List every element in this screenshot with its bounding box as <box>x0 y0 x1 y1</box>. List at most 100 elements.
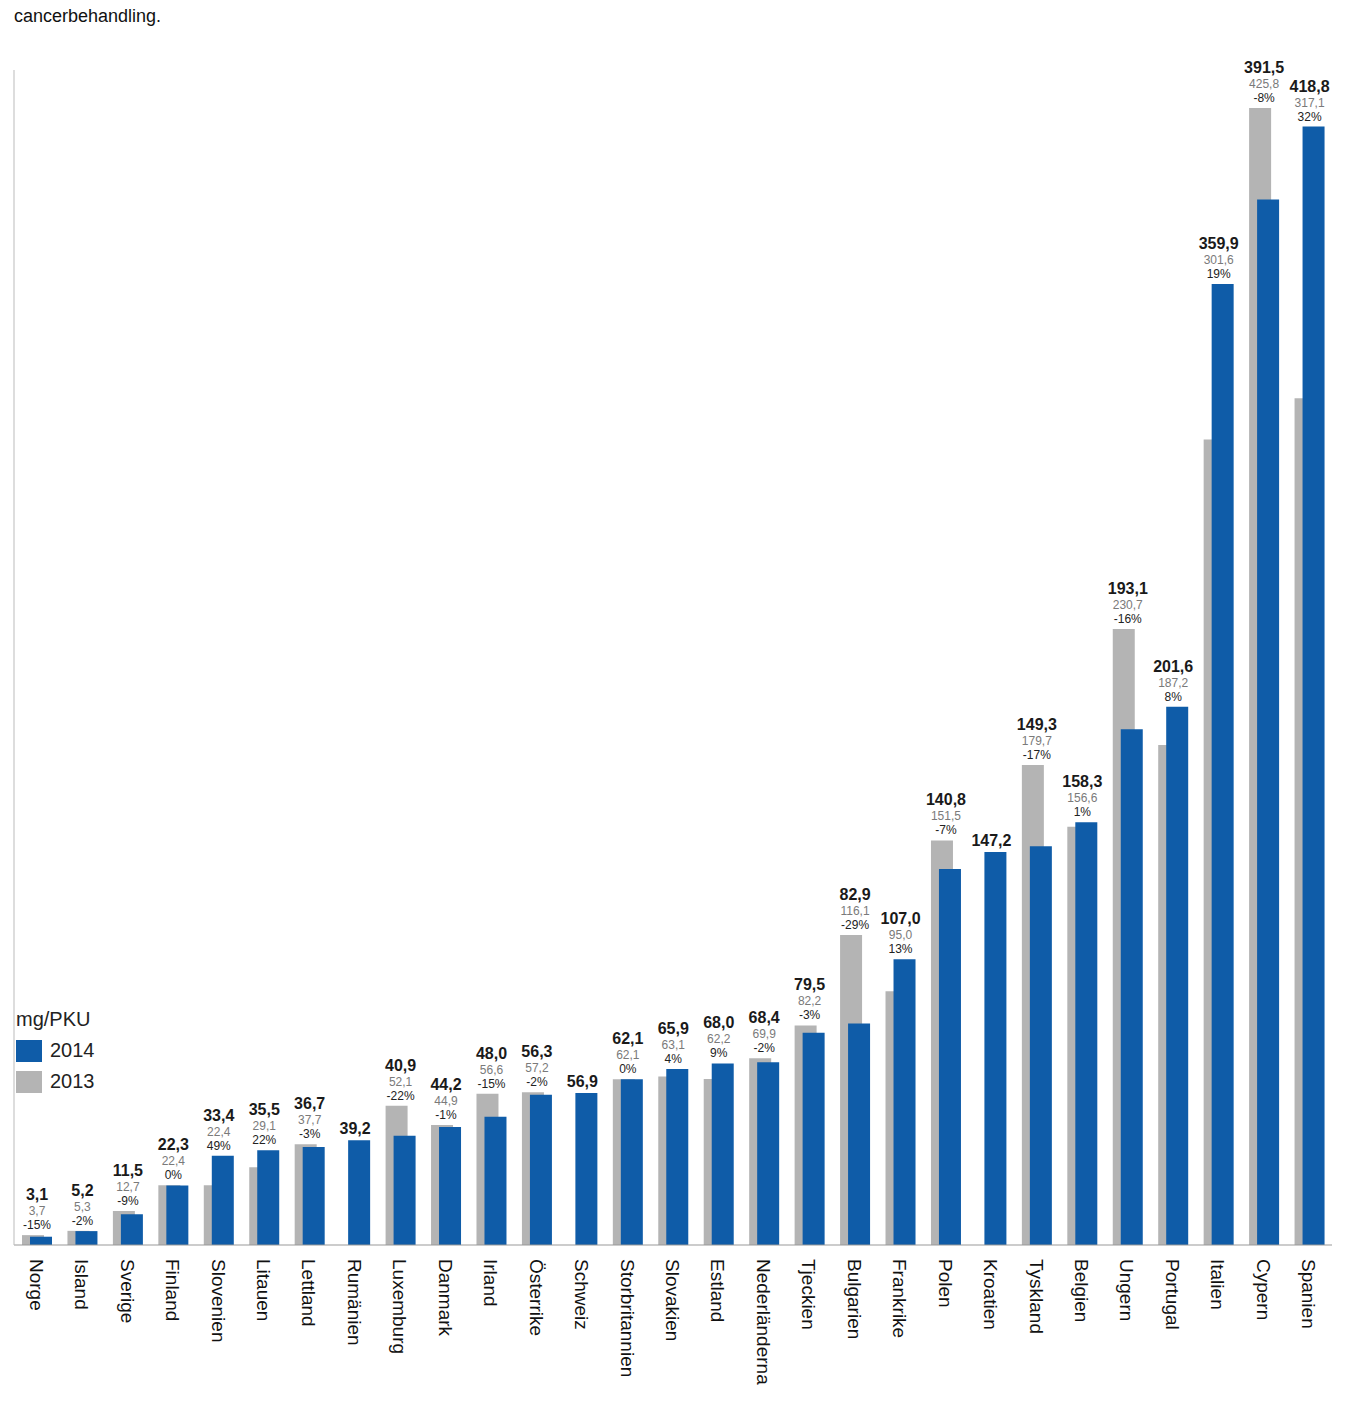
svg-text:Belgien: Belgien <box>1071 1259 1092 1322</box>
svg-text:Italien: Italien <box>1207 1259 1228 1310</box>
svg-text:317,1: 317,1 <box>1295 96 1325 110</box>
svg-text:35,5: 35,5 <box>249 1101 280 1118</box>
svg-text:Tyskland: Tyskland <box>1026 1259 1047 1334</box>
svg-text:Sverige: Sverige <box>117 1259 138 1323</box>
svg-text:5,3: 5,3 <box>74 1200 91 1214</box>
svg-text:-2%: -2% <box>526 1075 548 1089</box>
svg-text:52,1: 52,1 <box>389 1075 413 1089</box>
svg-text:63,1: 63,1 <box>662 1038 686 1052</box>
svg-text:151,5: 151,5 <box>931 809 961 823</box>
svg-text:Slovenien: Slovenien <box>208 1259 229 1342</box>
svg-text:4%: 4% <box>665 1052 683 1066</box>
svg-text:56,9: 56,9 <box>567 1073 598 1090</box>
svg-text:Schweiz: Schweiz <box>571 1259 592 1330</box>
svg-text:48,0: 48,0 <box>476 1045 507 1062</box>
svg-text:158,3: 158,3 <box>1062 773 1102 790</box>
svg-text:56,3: 56,3 <box>521 1043 552 1060</box>
svg-text:Litauen: Litauen <box>253 1259 274 1321</box>
svg-text:147,2: 147,2 <box>971 832 1011 849</box>
svg-text:57,2: 57,2 <box>525 1061 549 1075</box>
svg-text:187,2: 187,2 <box>1158 676 1188 690</box>
svg-text:-1%: -1% <box>435 1108 457 1122</box>
svg-text:Portugal: Portugal <box>1162 1259 1183 1330</box>
svg-text:Luxemburg: Luxemburg <box>389 1259 410 1354</box>
svg-text:Estland: Estland <box>707 1259 728 1322</box>
svg-text:359,9: 359,9 <box>1199 235 1239 252</box>
svg-text:8%: 8% <box>1165 690 1183 704</box>
svg-text:33,4: 33,4 <box>203 1107 234 1124</box>
svg-text:-15%: -15% <box>477 1077 505 1091</box>
svg-text:0%: 0% <box>165 1168 183 1182</box>
svg-text:Norge: Norge <box>26 1259 47 1311</box>
svg-text:22,4: 22,4 <box>162 1154 186 1168</box>
svg-text:22,3: 22,3 <box>158 1136 189 1153</box>
svg-text:-7%: -7% <box>935 823 957 837</box>
svg-text:95,0: 95,0 <box>889 928 913 942</box>
svg-text:Österrike: Österrike <box>526 1259 547 1336</box>
svg-text:156,6: 156,6 <box>1067 791 1097 805</box>
svg-text:301,6: 301,6 <box>1204 253 1234 267</box>
svg-text:193,1: 193,1 <box>1108 580 1148 597</box>
svg-text:68,4: 68,4 <box>749 1009 780 1026</box>
svg-text:140,8: 140,8 <box>926 791 966 808</box>
svg-text:68,0: 68,0 <box>703 1014 734 1031</box>
svg-text:-17%: -17% <box>1023 748 1051 762</box>
svg-text:-3%: -3% <box>799 1008 821 1022</box>
svg-text:Island: Island <box>71 1259 92 1310</box>
svg-text:5,2: 5,2 <box>71 1182 93 1199</box>
svg-text:-2%: -2% <box>754 1041 776 1055</box>
svg-text:1%: 1% <box>1074 805 1092 819</box>
svg-text:Tjeckien: Tjeckien <box>798 1259 819 1330</box>
svg-text:11,5: 11,5 <box>113 1162 143 1179</box>
svg-text:Danmark: Danmark <box>435 1259 456 1337</box>
svg-text:82,2: 82,2 <box>798 994 822 1008</box>
svg-text:3,7: 3,7 <box>29 1204 46 1218</box>
svg-text:Polen: Polen <box>935 1259 956 1308</box>
svg-text:418,8: 418,8 <box>1290 78 1330 95</box>
svg-text:Ungern: Ungern <box>1116 1259 1137 1321</box>
svg-text:Nederländerna: Nederländerna <box>753 1259 774 1385</box>
svg-text:-22%: -22% <box>387 1089 415 1103</box>
svg-text:82,9: 82,9 <box>839 886 870 903</box>
svg-text:69,9: 69,9 <box>752 1027 776 1041</box>
svg-text:107,0: 107,0 <box>880 910 920 927</box>
svg-text:391,5: 391,5 <box>1244 59 1284 76</box>
svg-text:Finland: Finland <box>162 1259 183 1321</box>
svg-text:79,5: 79,5 <box>794 976 825 993</box>
svg-text:Kroatien: Kroatien <box>980 1259 1001 1330</box>
svg-text:44,2: 44,2 <box>430 1076 461 1093</box>
svg-text:Rumänien: Rumänien <box>344 1259 365 1346</box>
svg-text:149,3: 149,3 <box>1017 716 1057 733</box>
svg-text:Cypern: Cypern <box>1253 1259 1274 1320</box>
svg-text:Bulgarien: Bulgarien <box>844 1259 865 1339</box>
svg-text:39,2: 39,2 <box>340 1120 371 1137</box>
svg-text:Lettland: Lettland <box>298 1259 319 1327</box>
svg-text:Slovakien: Slovakien <box>662 1259 683 1341</box>
svg-text:230,7: 230,7 <box>1113 598 1143 612</box>
svg-text:Storbritannien: Storbritannien <box>617 1259 638 1377</box>
svg-text:Irland: Irland <box>480 1259 501 1307</box>
svg-text:29,1: 29,1 <box>253 1119 277 1133</box>
svg-text:-2%: -2% <box>72 1214 94 1228</box>
svg-text:425,8: 425,8 <box>1249 77 1279 91</box>
svg-text:116,1: 116,1 <box>840 904 869 918</box>
svg-text:44,9: 44,9 <box>434 1094 458 1108</box>
svg-text:-9%: -9% <box>117 1194 139 1208</box>
svg-text:3,1: 3,1 <box>26 1186 48 1203</box>
svg-text:32%: 32% <box>1298 110 1322 124</box>
svg-text:22%: 22% <box>252 1133 276 1147</box>
svg-text:-16%: -16% <box>1114 612 1142 626</box>
svg-text:40,9: 40,9 <box>385 1057 416 1074</box>
svg-text:49%: 49% <box>207 1139 231 1153</box>
svg-text:-8%: -8% <box>1253 91 1275 105</box>
svg-text:19%: 19% <box>1207 267 1231 281</box>
svg-text:62,1: 62,1 <box>612 1030 643 1047</box>
svg-text:-29%: -29% <box>841 918 869 932</box>
svg-text:62,1: 62,1 <box>616 1048 640 1062</box>
svg-text:-15%: -15% <box>23 1218 51 1232</box>
svg-text:-3%: -3% <box>299 1127 321 1141</box>
svg-text:13%: 13% <box>889 942 913 956</box>
svg-text:Spanien: Spanien <box>1298 1259 1319 1329</box>
svg-text:22,4: 22,4 <box>207 1125 231 1139</box>
svg-text:36,7: 36,7 <box>294 1095 325 1112</box>
